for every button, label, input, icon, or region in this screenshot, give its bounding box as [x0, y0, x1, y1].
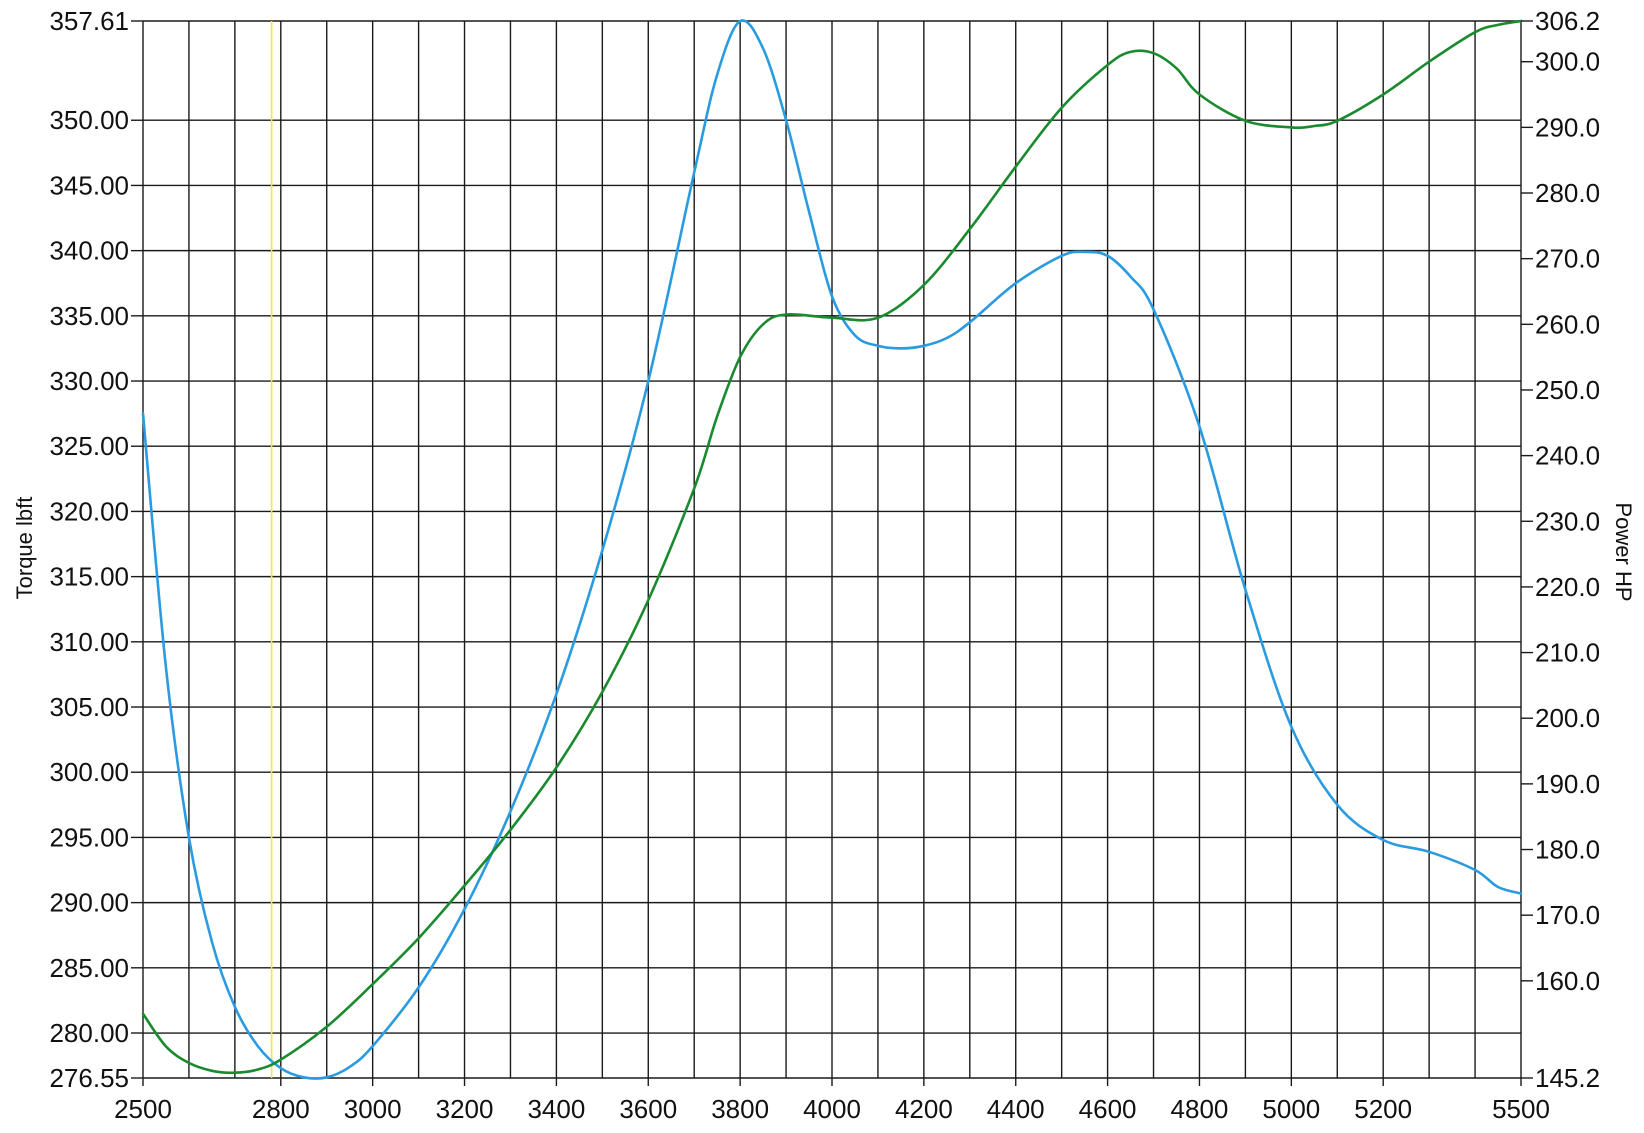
x-tick-label: 5200 — [1354, 1094, 1412, 1124]
y2-tick-label: 280.0 — [1535, 178, 1600, 208]
y-tick-label: 350.00 — [49, 105, 129, 135]
y-tick-label: 345.00 — [49, 170, 129, 200]
y2-tick-label: 180.0 — [1535, 835, 1600, 865]
y2-tick-label: 270.0 — [1535, 244, 1600, 274]
y2-tick-label: 200.0 — [1535, 703, 1600, 733]
y-axis-label: Torque lbft — [12, 497, 37, 600]
grid — [142, 20, 1522, 1079]
y-tick-label: 330.00 — [49, 366, 129, 396]
x-tick-label: 5500 — [1492, 1094, 1550, 1124]
y-axis-ticks: 357.61 350.00 345.00 340.00 335.00 330.00 325.… — [49, 6, 143, 1093]
x-tick-label: 4400 — [987, 1094, 1045, 1124]
y2-tick-label: 300.0 — [1535, 47, 1600, 77]
y2-tick-label: 260.0 — [1535, 309, 1600, 339]
x-tick-label: 2800 — [252, 1094, 310, 1124]
y-tick-label: 280.00 — [49, 1018, 129, 1048]
y2-tick-label: 170.0 — [1535, 900, 1600, 930]
y-tick-label: 305.00 — [49, 692, 129, 722]
y-tick-label: 325.00 — [49, 431, 129, 461]
x-tick-label: 4600 — [1079, 1094, 1137, 1124]
x-tick-label: 4000 — [803, 1094, 861, 1124]
y2-tick-label: 250.0 — [1535, 375, 1600, 405]
y2-axis-ticks: 306.2 300.0 290.0 280.0 270.0 260.0 250.0 240.0… — [1521, 6, 1600, 1093]
y2-tick-label: 290.0 — [1535, 112, 1600, 142]
y-tick-label: 300.00 — [49, 757, 129, 787]
x-tick-label: 3200 — [436, 1094, 494, 1124]
y-tick-label: 310.00 — [49, 627, 129, 657]
x-tick-label: 3800 — [711, 1094, 769, 1124]
y-tick-label: 285.00 — [49, 953, 129, 983]
x-tick-label: 4200 — [895, 1094, 953, 1124]
y-tick-label: 276.55 — [49, 1063, 129, 1093]
x-tick-label: 5000 — [1262, 1094, 1320, 1124]
y2-tick-label: 190.0 — [1535, 769, 1600, 799]
y-tick-label: 335.00 — [49, 301, 129, 331]
y2-tick-label: 240.0 — [1535, 441, 1600, 471]
y-tick-label: 290.00 — [49, 888, 129, 918]
x-tick-label: 2500 — [114, 1094, 172, 1124]
y-tick-label: 295.00 — [49, 822, 129, 852]
y-tick-label: 320.00 — [49, 496, 129, 526]
x-tick-label: 3400 — [527, 1094, 585, 1124]
x-tick-label: 3600 — [619, 1094, 677, 1124]
x-tick-label: 4800 — [1171, 1094, 1229, 1124]
power-series-line — [141, 19, 1523, 1075]
y-tick-label: 340.00 — [49, 236, 129, 266]
y2-tick-label: 220.0 — [1535, 572, 1600, 602]
y2-tick-label: 306.2 — [1535, 6, 1600, 36]
y-tick-label: 357.61 — [49, 6, 129, 36]
y2-tick-label: 160.0 — [1535, 966, 1600, 996]
y2-tick-label: 210.0 — [1535, 638, 1600, 668]
y2-tick-label: 145.2 — [1535, 1063, 1600, 1093]
torque-series-line — [141, 19, 1523, 1080]
series-group — [141, 19, 1523, 1080]
y2-tick-label: 230.0 — [1535, 506, 1600, 536]
y-tick-label: 315.00 — [49, 562, 129, 592]
x-axis-ticks: 2500 2800 3000 3200 3400 3600 3800 4000 4200 4400… — [114, 1078, 1550, 1124]
x-tick-label: 3000 — [344, 1094, 402, 1124]
y2-axis-label: Power HP — [1611, 502, 1636, 601]
